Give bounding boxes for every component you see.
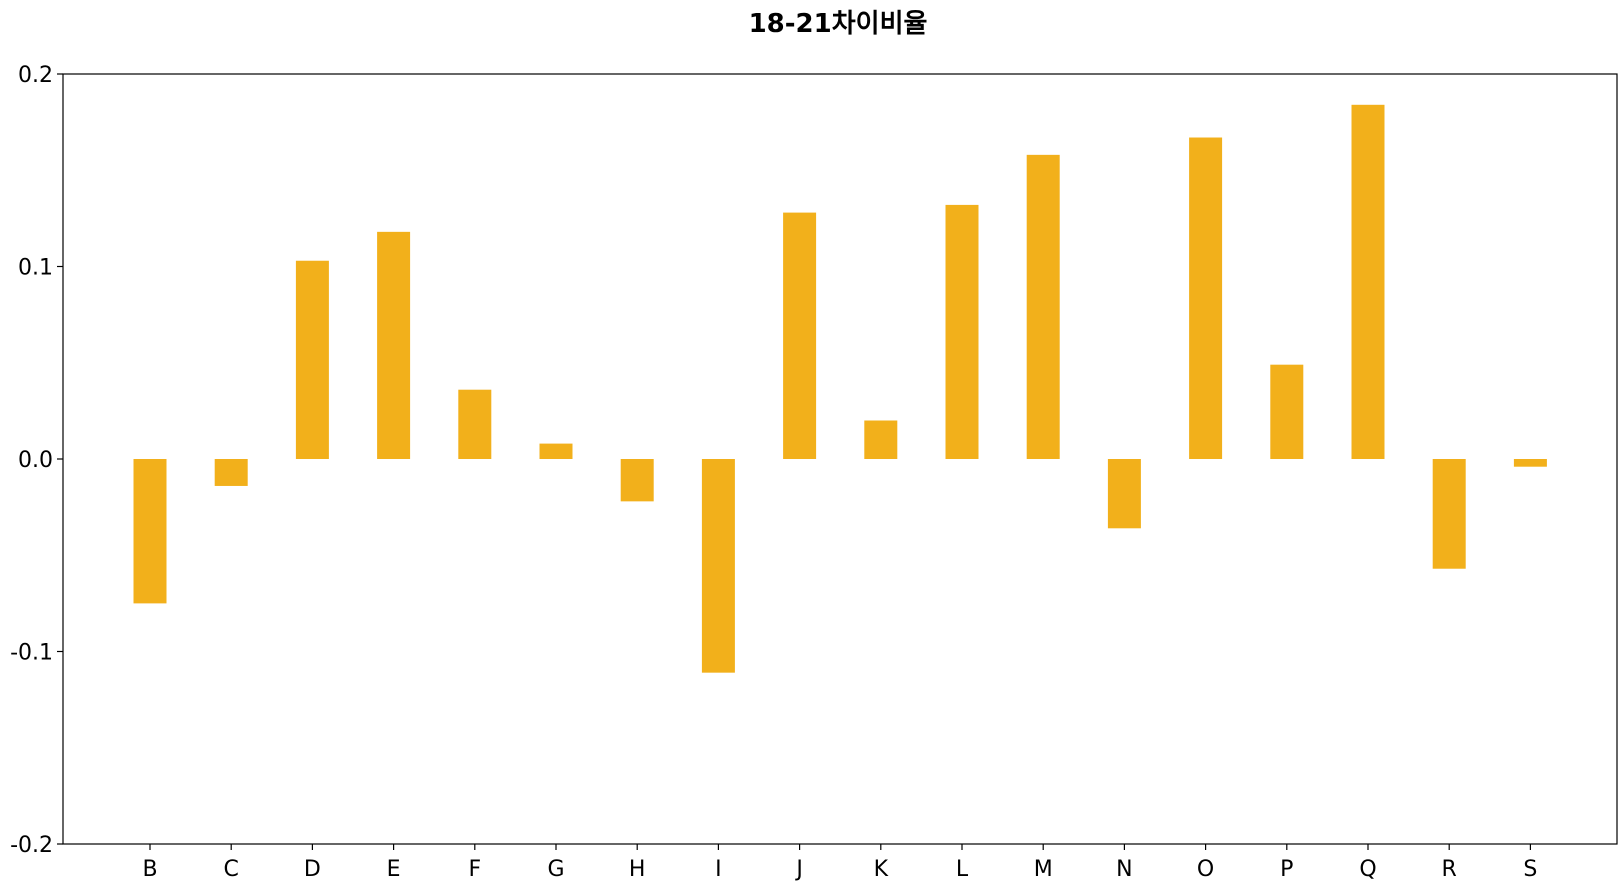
- x-tick-label-M: M: [1034, 857, 1053, 882]
- bar-M: [1026, 154, 1060, 459]
- x-tick-label-Q: Q: [1359, 857, 1376, 882]
- x-tick-label-S: S: [1523, 857, 1537, 882]
- x-tick-label-B: B: [142, 857, 157, 882]
- bar-S: [1513, 459, 1547, 467]
- x-tick-label-O: O: [1197, 857, 1214, 882]
- x-tick-label-R: R: [1442, 857, 1457, 882]
- bars-layer: [133, 104, 1547, 673]
- x-tick-label-L: L: [956, 857, 969, 882]
- x-tick-label-N: N: [1116, 857, 1132, 882]
- y-tick-label: -0.2: [10, 833, 53, 858]
- x-tick-label-C: C: [224, 857, 239, 882]
- bar-O: [1189, 137, 1223, 459]
- y-tick-label: 0.0: [18, 448, 53, 473]
- bar-L: [945, 204, 979, 459]
- bar-Q: [1351, 104, 1385, 460]
- y-tick-label: -0.1: [10, 641, 53, 666]
- x-tick-label-E: E: [387, 857, 401, 882]
- y-tick-label: 0.2: [18, 63, 53, 88]
- bar-J: [783, 212, 817, 459]
- bar-F: [458, 389, 492, 459]
- bar-E: [377, 231, 411, 459]
- y-axis: -0.2 -0.1 0.0 0.1 0.2: [10, 63, 63, 858]
- x-tick-label-K: K: [874, 857, 889, 882]
- bar-I: [701, 459, 735, 673]
- bar-G: [539, 443, 573, 459]
- bar-R: [1432, 459, 1466, 569]
- x-tick-label-J: J: [794, 857, 803, 882]
- chart-title: 18-21차이비율: [749, 9, 928, 39]
- x-axis: B C D E F G H I J K L M N O P Q R S: [142, 844, 1537, 882]
- x-tick-label-H: H: [629, 857, 646, 882]
- bar-D: [295, 260, 329, 459]
- bar-N: [1107, 459, 1141, 529]
- bar-C: [214, 459, 248, 486]
- x-tick-label-D: D: [304, 857, 321, 882]
- x-tick-label-F: F: [468, 857, 481, 882]
- x-tick-label-G: G: [547, 857, 564, 882]
- bar-H: [620, 459, 654, 502]
- y-tick-label: 0.1: [18, 256, 53, 281]
- bar-B: [133, 459, 167, 604]
- bar-P: [1270, 364, 1304, 459]
- bar-K: [864, 420, 898, 459]
- x-tick-label-I: I: [715, 857, 722, 882]
- x-tick-label-P: P: [1280, 857, 1293, 882]
